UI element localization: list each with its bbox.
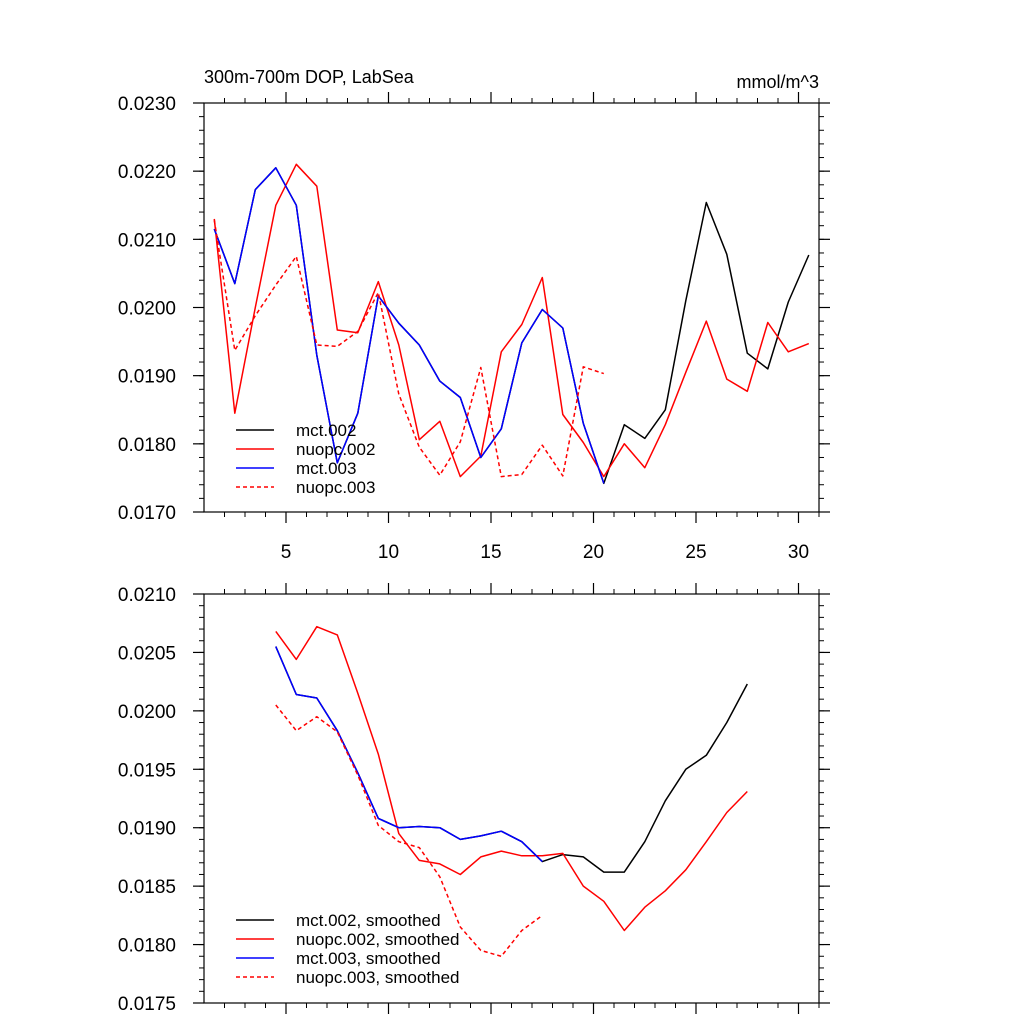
series-line-nuopc-003-smoothed: [275, 704, 543, 958]
y-tick-label: 0.0210: [118, 230, 176, 251]
series-line-nuopc-002: [213, 163, 810, 478]
y-tick-label: 0.0190: [118, 819, 176, 840]
series-line-nuopc-002-smoothed: [275, 625, 748, 932]
legend-label: mct.003: [296, 459, 356, 478]
legend-label: nuopc.003, smoothed: [296, 968, 460, 987]
y-tick-label: 0.0220: [118, 162, 176, 183]
x-tick-label: 20: [583, 542, 604, 563]
x-tick-label: 30: [788, 542, 809, 563]
top-panel: 5 10 15 20 25 30 0.0170 0.0180 0.0190 0.0200 0.021…: [118, 67, 830, 563]
legend-label: nuopc.003: [296, 478, 375, 497]
y-tick-label: 0.0190: [118, 367, 176, 388]
legend-label: mct.003, smoothed: [296, 949, 441, 968]
y-tick-label: 0.0210: [118, 585, 176, 606]
legend-label: nuopc.002: [296, 440, 375, 459]
y-tick-label: 0.0180: [118, 435, 176, 456]
x-tick-label: 10: [378, 542, 399, 563]
series-line-nuopc-003: [213, 220, 605, 478]
units-label: mmol/m^3: [737, 72, 819, 92]
y-tick-label: 0.0195: [118, 760, 176, 781]
y-tick-label: 0.0230: [118, 94, 176, 115]
legend-label: mct.002, smoothed: [296, 911, 441, 930]
series-line-mct-003: [213, 167, 605, 484]
y-tick-label: 0.0200: [118, 299, 176, 320]
bottom-panel: 0.0175 0.0180 0.0185 0.0190 0.0195 0.0200 0.02…: [118, 583, 830, 1015]
series-line-mct-003-smoothed: [275, 646, 543, 863]
x-tick-label: 5: [281, 542, 292, 563]
legend-label: nuopc.002, smoothed: [296, 930, 460, 949]
chart-title: 300m-700m DOP, LabSea: [204, 67, 415, 87]
x-tick-label: 15: [480, 542, 501, 563]
legend-label: mct.002: [296, 421, 356, 440]
y-tick-label: 0.0180: [118, 936, 176, 957]
x-tick-label: 25: [685, 542, 706, 563]
series-line-mct-002-smoothed: [275, 646, 748, 873]
y-tick-label: 0.0205: [118, 643, 176, 664]
y-tick-label: 0.0200: [118, 702, 176, 723]
y-tick-label: 0.0175: [118, 994, 176, 1015]
y-tick-label: 0.0170: [118, 503, 176, 524]
y-tick-label: 0.0185: [118, 877, 176, 898]
